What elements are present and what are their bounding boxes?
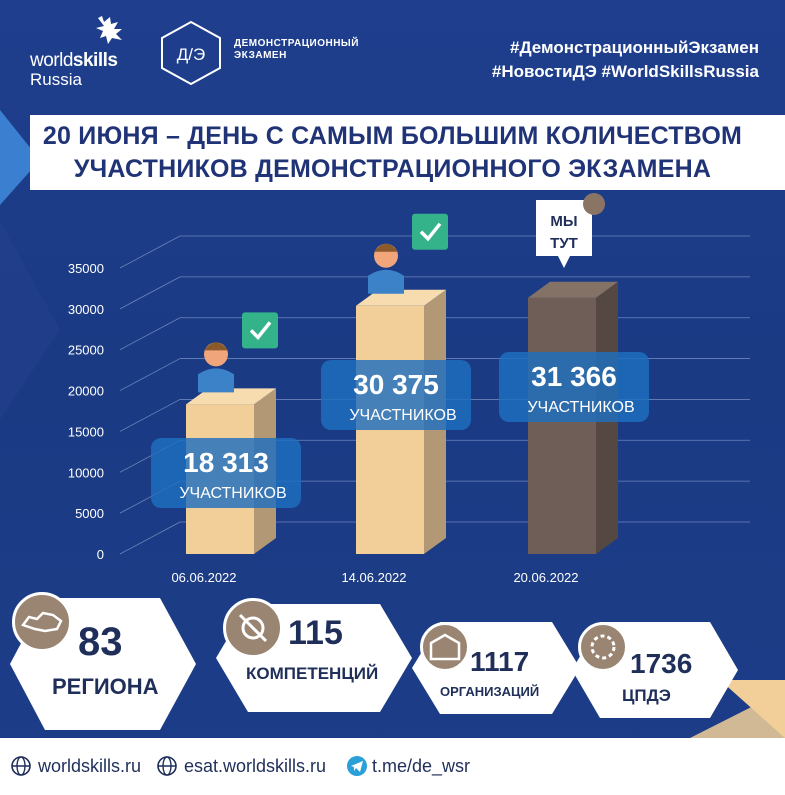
y-tick-label: 5000	[75, 506, 104, 521]
stat-organizations-value: 1117	[470, 646, 530, 677]
footer-link-worldskills[interactable]: worldskills.ru	[38, 756, 142, 776]
de-badge-text: Д/Э	[177, 45, 205, 64]
stat-competencies-label: КОМПЕТЕНЦИЙ	[246, 664, 379, 683]
data-label-box	[321, 360, 471, 430]
worldskills-flame-icon	[96, 16, 122, 44]
title-line-2: УЧАСТНИКОВ ДЕМОНСТРАЦИОННОГО ЭКЗАМЕНА	[73, 155, 712, 183]
data-label-box	[499, 352, 649, 422]
de-line-2: ЭКЗАМЕН	[234, 50, 287, 61]
y-tick-label: 25000	[68, 343, 104, 358]
stat-regions-value: 83	[78, 620, 123, 664]
wrench-gear-icon	[223, 598, 283, 658]
gear-tools-icon	[578, 622, 628, 672]
footer: worldskills.ru esat.worldskills.ru t.me/…	[0, 738, 785, 795]
stat-cpde-label: ЦПДЭ	[622, 686, 671, 705]
russia-map-icon	[12, 592, 72, 652]
data-label-unit: УЧАСТНИКОВ	[179, 485, 286, 502]
stat-organizations-label: ОРГАНИЗАЦИЙ	[440, 684, 540, 699]
check-mark-icon	[419, 222, 442, 242]
page-title: 20 ИЮНЯ – ДЕНЬ С САМЫМ БОЛЬШИМ КОЛИЧЕСТВ…	[0, 120, 785, 186]
data-label-unit: УЧАСТНИКОВ	[527, 399, 634, 416]
callout-text-line-2: ТУТ	[550, 235, 578, 252]
globe-icon	[11, 756, 31, 776]
hashtag-line-1: #ДемонстрационныйЭкзамен	[510, 38, 759, 57]
grid-line-diag	[119, 399, 181, 432]
stat-competencies-value: 115	[288, 614, 343, 652]
grid-line-diag	[119, 317, 181, 351]
stat-regions-label: РЕГИОНА	[52, 674, 159, 699]
callout-bubble	[536, 200, 592, 268]
x-tick-label: 20.06.2022	[513, 570, 578, 585]
title-line-1: 20 ИЮНЯ – ДЕНЬ С САМЫМ БОЛЬШИМ КОЛИЧЕСТВ…	[42, 122, 743, 150]
de-line-1: ДЕМОНСТРАЦИОННЫЙ	[234, 38, 359, 49]
worldskills-wordmark: worldskills	[30, 50, 118, 71]
y-tick-label: 0	[97, 547, 104, 562]
worldskills-russia-label: Russia	[30, 70, 82, 89]
person-icon	[368, 269, 404, 294]
hashtags: #ДемонстрационныйЭкзамен #НовостиДЭ #Wor…	[492, 36, 759, 84]
person-hair-icon	[204, 342, 228, 351]
x-tick-label: 14.06.2022	[341, 570, 406, 585]
building-icon	[420, 622, 470, 672]
data-label-box	[151, 438, 301, 508]
hashtag-line-2: #НовостиДЭ #WorldSkillsRussia	[491, 62, 759, 81]
person-icon	[198, 368, 234, 393]
bar-chart: 0 5000 10000 15000 20000 25000 30000 35000 06.06…	[68, 193, 750, 585]
check-mark-icon	[249, 321, 272, 340]
group-icon	[583, 193, 605, 215]
footer-link-esat[interactable]: esat.worldskills.ru	[184, 756, 327, 776]
worldskills-logo[interactable]: worldskills Russia	[30, 16, 140, 90]
stat-cpde-value: 1736	[630, 648, 693, 679]
person-hair-icon	[374, 243, 398, 252]
bar	[528, 297, 596, 554]
y-tick-label: 35000	[68, 261, 104, 276]
grid-line-diag	[119, 358, 181, 391]
de-logo-text: ДЕМОНСТРАЦИОННЫЙ ЭКЗАМЕН	[234, 38, 359, 62]
x-tick-label: 06.06.2022	[171, 570, 236, 585]
bar-top	[528, 281, 618, 298]
grid-line-diag	[119, 521, 181, 555]
y-tick-label: 15000	[68, 424, 104, 439]
telegram-icon	[347, 756, 367, 776]
data-label-unit: УЧАСТНИКОВ	[349, 407, 456, 424]
data-label-value: 31 366	[531, 361, 617, 392]
y-tick-label: 30000	[68, 302, 104, 317]
de-logo-icon[interactable]: Д/Э	[158, 20, 224, 86]
globe-icon	[157, 756, 177, 776]
data-label-value: 18 313	[183, 447, 269, 478]
grid-line-diag	[119, 276, 181, 310]
title-banner	[30, 115, 785, 190]
y-tick-label: 10000	[68, 465, 104, 480]
footer-link-telegram[interactable]: t.me/de_wsr	[372, 756, 471, 776]
grid-line-diag	[119, 235, 181, 269]
header: worldskills Russia Д/Э ДЕМОНСТРАЦИОННЫЙ …	[0, 0, 785, 110]
callout-text-line-1: МЫ	[550, 213, 577, 230]
data-label-value: 30 375	[353, 369, 439, 400]
y-tick-label: 20000	[68, 384, 104, 399]
check-icon	[412, 213, 448, 250]
check-icon	[242, 312, 278, 349]
